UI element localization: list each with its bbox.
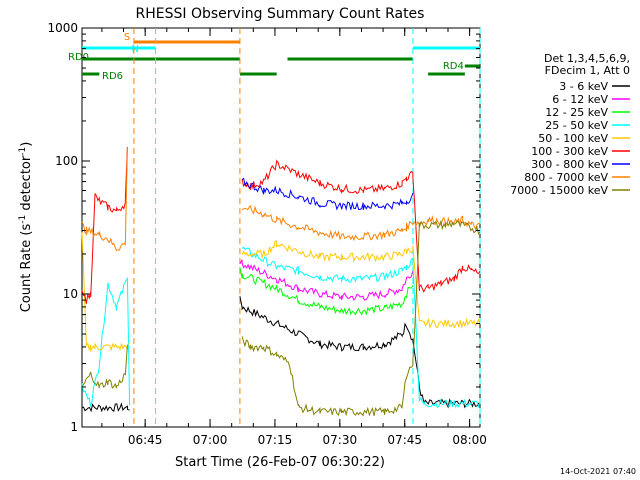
footer-timestamp: 14-Oct-2021 07:40	[560, 467, 636, 476]
legend-entry-label: 300 - 800 keV	[531, 158, 608, 171]
series-6to12keV	[239, 259, 414, 302]
series-line	[239, 267, 414, 316]
legend-header: FDecim 1, Att 0	[545, 64, 630, 77]
series-line	[81, 277, 131, 407]
legend-entry-label: 50 - 100 keV	[538, 132, 608, 145]
series-line	[241, 240, 481, 330]
x-tick-label: 07:45	[387, 433, 422, 447]
series-line	[81, 147, 128, 304]
chart-title: RHESSI Observing Summary Count Rates	[136, 6, 425, 22]
legend-header: Det 1,3,4,5,6,9,	[544, 52, 630, 65]
x-tick-label: 07:15	[258, 433, 293, 447]
legend-entry-label: 6 - 12 keV	[552, 93, 608, 106]
legend-entry-label: 3 - 6 keV	[559, 80, 608, 93]
series-line	[239, 296, 481, 409]
legend-entry-label: 25 - 50 keV	[545, 119, 608, 132]
plot-area	[81, 27, 481, 428]
legend: Det 1,3,4,5,6,9,FDecim 1, Att 0 3 - 6 keV…	[510, 52, 630, 197]
y-tick-label: 1	[70, 420, 78, 434]
status-bar-label: RD6	[102, 71, 123, 82]
series-line	[241, 204, 481, 242]
series-50to100keV	[81, 232, 481, 353]
attenuator-mode-bars: SN RD0 RD6 RD4	[68, 32, 480, 82]
series-line	[241, 159, 481, 293]
x-axis-label: Start Time (26-Feb-07 06:30:22)	[175, 455, 385, 470]
series-line	[81, 147, 128, 251]
x-axis: 06:45 07:00 07:15 07:30 07:45 08:00	[101, 28, 487, 447]
legend-entry-label: 100 - 300 keV	[531, 145, 608, 158]
data-series	[81, 147, 481, 417]
x-tick-label: 08:00	[452, 433, 487, 447]
y-axis: 1 10 100 1000	[47, 21, 480, 434]
y-tick-label: 100	[55, 154, 78, 168]
series-800to7000keV	[81, 147, 481, 251]
status-bar-label: RD0	[68, 52, 89, 63]
series-7000to15000keV	[81, 219, 481, 417]
series-12to25keV	[239, 267, 414, 316]
series-line	[241, 246, 481, 409]
legend-entry-label: 12 - 25 keV	[545, 106, 608, 119]
x-tick-label: 07:30	[323, 433, 358, 447]
series-line	[81, 232, 130, 353]
series-line	[81, 402, 130, 413]
legend-entry-label: 7000 - 15000 keV	[510, 184, 608, 197]
series-line	[241, 219, 481, 417]
y-tick-label: 1000	[47, 21, 78, 35]
x-tick-label: 06:45	[128, 433, 163, 447]
series-line	[81, 345, 128, 389]
x-tick-label: 07:00	[193, 433, 228, 447]
series-line	[239, 259, 414, 302]
series-100to300keV	[81, 147, 481, 304]
legend-entry-label: 800 - 7000 keV	[524, 171, 608, 184]
series-3to6keV	[81, 296, 481, 413]
status-bar-label: N	[132, 44, 139, 55]
series-line	[241, 177, 414, 211]
y-tick-label: 10	[63, 287, 78, 301]
series-25to50keV	[81, 246, 481, 409]
series-300to800keV	[241, 177, 414, 211]
status-bar-label: RD4	[443, 61, 464, 72]
status-bar-label: S	[124, 32, 130, 43]
y-axis-label: Count Rate (s-1 detector-1)	[18, 142, 34, 313]
